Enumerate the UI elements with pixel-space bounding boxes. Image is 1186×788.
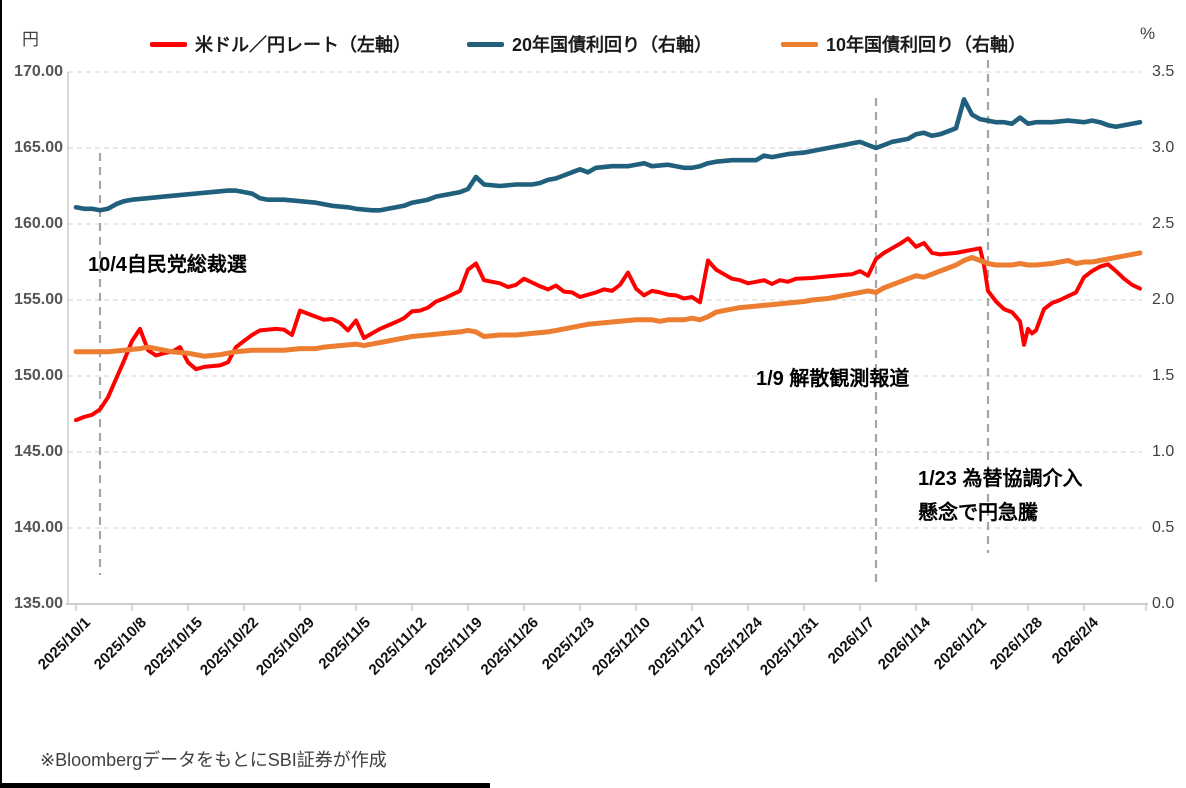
left-axis-tick-label: 145.00 [14,443,63,460]
usd-jpy-line [74,236,1142,423]
image-left-border [0,0,2,788]
legend-item-usdjpy: 米ドル／円レート（左軸） [150,33,411,55]
jgb10y-yield-line [73,250,1143,359]
annotation-fx-intervention: 1/23 為替協調介入 懸念で円急騰 [918,462,1082,530]
jgb10y-line-swatch-icon [781,41,818,47]
left-axis-tick-label: 165.00 [14,139,63,156]
right-axis-tick-label: 0.0 [1152,595,1175,612]
annotation-fx-intervention-line2: 懸念で円急騰 [918,502,1038,524]
left-axis-tick-label: 155.00 [14,291,63,308]
annotation-fx-intervention-line1: 1/23 為替協調介入 [918,468,1083,490]
left-axis-tick-label: 170.00 [14,63,63,80]
legend: 米ドル／円レート（左軸） 20年国債利回り（右軸） 10年国債利回り（右軸） [0,0,1186,60]
right-axis-tick-label: 1.5 [1152,367,1175,384]
jgb20y-yield-line [73,97,1143,213]
left-axis-tick-label: 135.00 [14,595,63,612]
right-axis-tick-label: 1.0 [1152,443,1175,460]
annotation-dissolution-report: 1/9 解散観測報道 [756,368,910,390]
legend-item-jgb10y: 10年国債利回り（右軸） [781,33,1026,55]
source-note: ※BloombergデータをもとにSBI証券が作成 [40,750,387,770]
right-axis-tick-label: 3.0 [1152,139,1175,156]
jgb20y-line-swatch-icon [467,41,504,47]
right-axis-tick-label: 2.5 [1152,215,1175,232]
legend-label-usdjpy: 米ドル／円レート（左軸） [195,35,411,55]
legend-item-jgb20y: 20年国債利回り（右軸） [467,33,712,55]
right-axis-tick-label: 3.5 [1152,63,1175,80]
right-axis-tick-label: 0.5 [1152,519,1175,536]
left-axis-tick-label: 150.00 [14,367,63,384]
image-bottom-border [0,783,490,788]
left-axis-tick-label: 140.00 [14,519,63,536]
left-axis-tick-label: 160.00 [14,215,63,232]
right-axis-unit: % [1140,24,1156,43]
left-axis-unit: 円 [22,30,39,49]
legend-label-jgb10y: 10年国債利回り（右軸） [826,35,1027,55]
right-axis-tick-label: 2.0 [1152,291,1175,308]
usdjpy-line-swatch-icon [150,41,187,47]
annotation-ldp-election: 10/4自民党総裁選 [88,254,247,276]
legend-label-jgb20y: 20年国債利回り（右軸） [512,35,713,55]
